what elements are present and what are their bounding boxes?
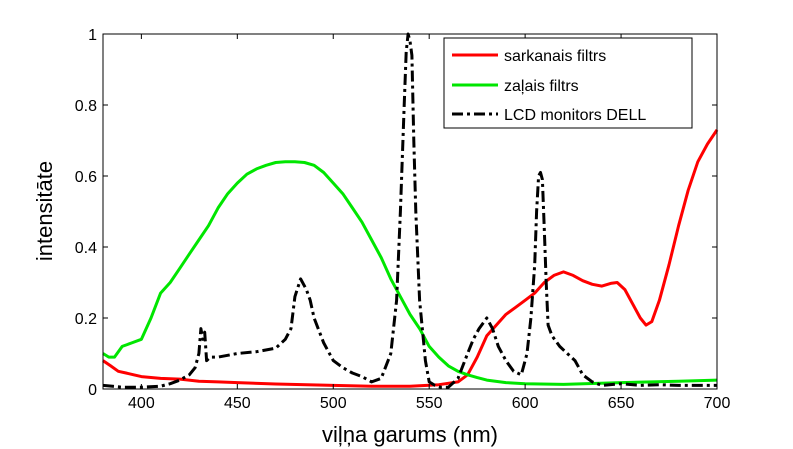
x-tick-label: 650 bbox=[608, 395, 635, 412]
y-tick-label: 0.8 bbox=[75, 98, 97, 115]
series-line-lcd-monitors-dell bbox=[102, 32, 717, 389]
plot-frame bbox=[102, 33, 718, 390]
series-line-zalais-filtrs bbox=[102, 160, 718, 386]
series-layer bbox=[102, 32, 719, 389]
x-tick-label: 500 bbox=[320, 395, 347, 412]
x-tick-label: 550 bbox=[416, 395, 443, 412]
legend-label-sarkanais-filtrs: sarkanais filtrs bbox=[504, 48, 606, 65]
ticks-layer: 400 450 500 550 600 650 700 0 0.2 0.4 0.6 0.8 1 bbox=[75, 27, 731, 412]
y-tick-label: 0 bbox=[88, 382, 97, 399]
legend-label-zalais-filtrs: zaļais filtrs bbox=[504, 78, 579, 95]
legend-label-lcd-monitors-dell: LCD monitors DELL bbox=[504, 107, 646, 124]
x-tick-label: 600 bbox=[512, 395, 539, 412]
y-axis-label: intensitāte bbox=[32, 161, 57, 261]
y-tick-label: 0.2 bbox=[75, 311, 97, 328]
series-line-sarkanais-filtrs bbox=[102, 129, 719, 388]
legend: sarkanais filtrs zaļais filtrs LCD monit… bbox=[443, 37, 693, 129]
x-tick-label: 400 bbox=[128, 395, 155, 412]
y-tick-label: 0.4 bbox=[75, 240, 97, 257]
x-tick-label: 450 bbox=[224, 395, 251, 412]
x-tick-label: 700 bbox=[704, 395, 731, 412]
legend-box bbox=[443, 37, 693, 129]
y-tick-label: 0.6 bbox=[75, 169, 97, 186]
x-axis-label: viļņa garums (nm) bbox=[322, 422, 498, 447]
y-tick-label: 1 bbox=[88, 27, 97, 44]
